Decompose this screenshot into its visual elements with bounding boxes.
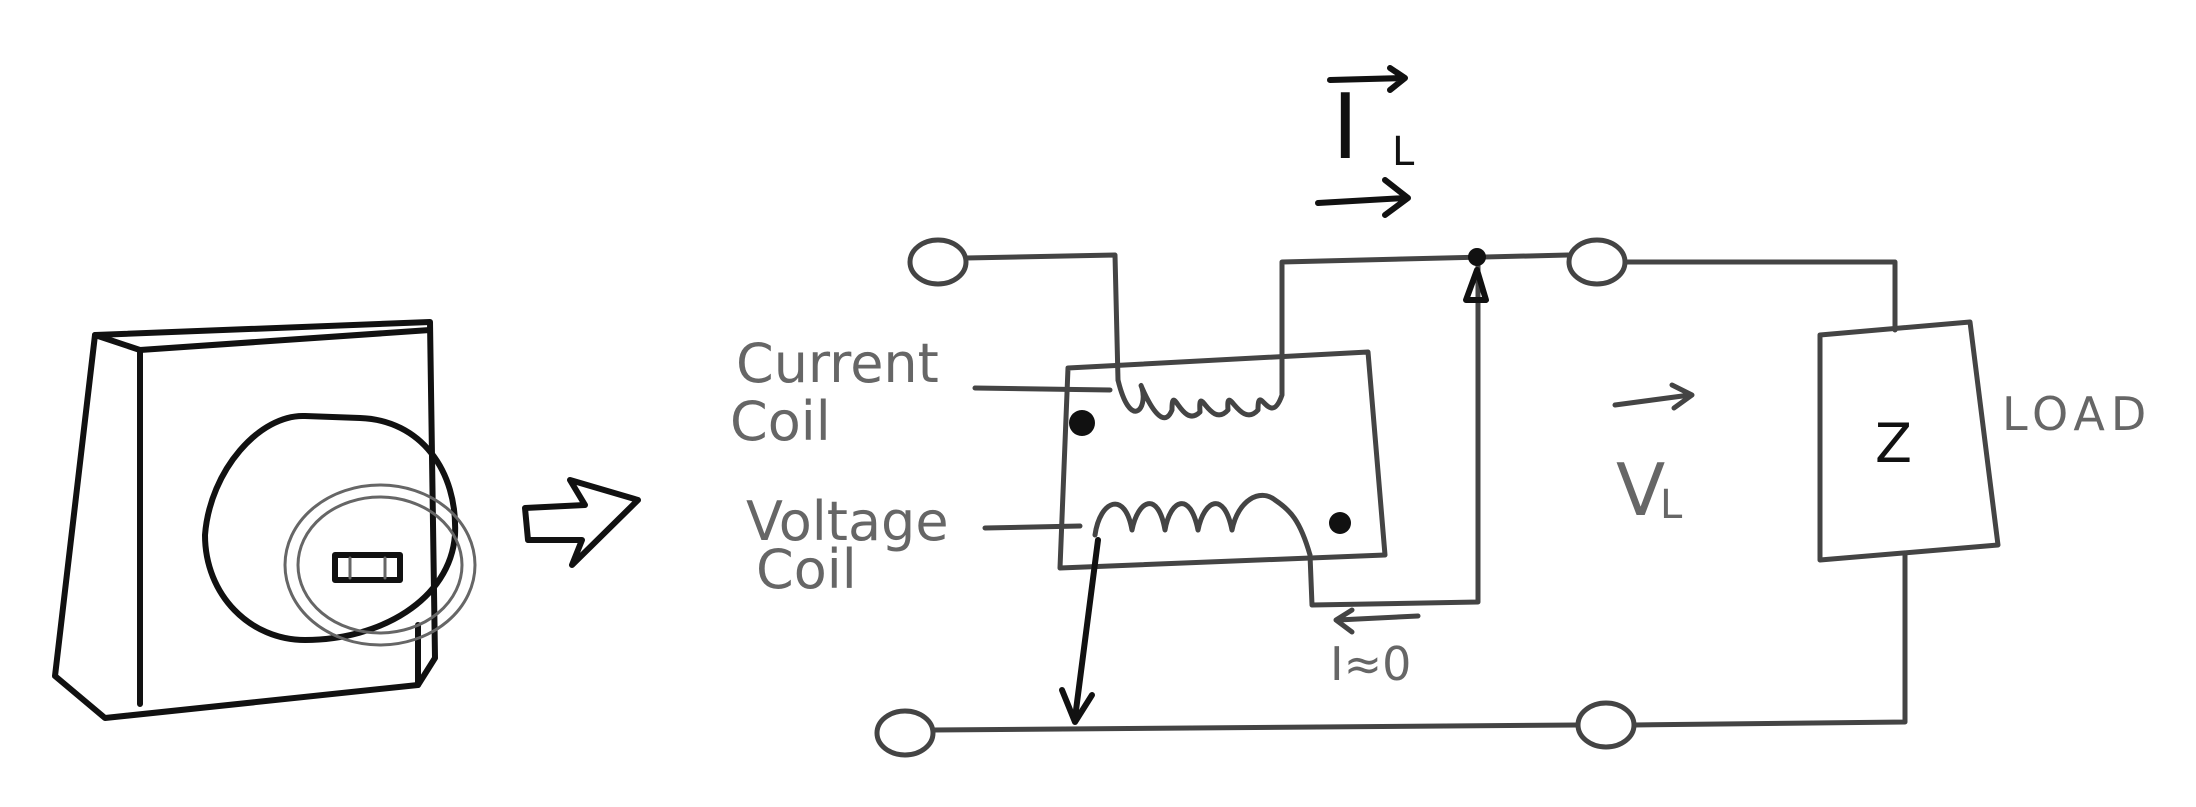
terminal-bottom-left: [874, 708, 936, 758]
voltage-coil-label-line1: Voltage: [746, 490, 949, 553]
svg-text:V: V: [1616, 448, 1665, 532]
voltage-coil-label-line2: Coil: [756, 538, 857, 601]
power-meter-sketch: [52, 319, 477, 721]
terminal-top-left: [907, 237, 969, 287]
svg-text:I≈0: I≈0: [1330, 637, 1411, 691]
voltage-coil-leader: [982, 523, 1083, 531]
voltage-coil: [1092, 492, 1313, 558]
hollow-right-arrow-icon: [522, 477, 641, 568]
load-current-label: I L: [1315, 65, 1415, 218]
wattmeter-box: [1057, 349, 1388, 571]
current-coil: [1115, 372, 1285, 421]
terminal-top-right: [1566, 237, 1628, 287]
current-coil-leader: [972, 385, 1113, 393]
circuit-wires: [930, 252, 1908, 733]
svg-text:I: I: [1332, 75, 1359, 180]
voltage-coil-current-label: I≈0: [1330, 607, 1421, 691]
voltage-tap-arrow: [1059, 537, 1101, 725]
current-coil-label-line1: Current: [736, 332, 939, 395]
load-label: LOAD: [2002, 387, 2152, 441]
load-block: [1817, 319, 2001, 563]
svg-text:L: L: [1392, 129, 1415, 175]
voltage-sense-arrow: [1463, 248, 1489, 303]
svg-text:L: L: [1660, 482, 1683, 528]
terminal-bottom-right: [1575, 700, 1637, 750]
current-coil-label-line2: Coil: [730, 390, 831, 453]
load-voltage-label: V L: [1612, 382, 1695, 532]
voltage-coil-polarity-dot: [1329, 512, 1351, 534]
impedance-label: Z: [1875, 412, 1912, 475]
current-coil-polarity-dot: [1069, 410, 1095, 436]
